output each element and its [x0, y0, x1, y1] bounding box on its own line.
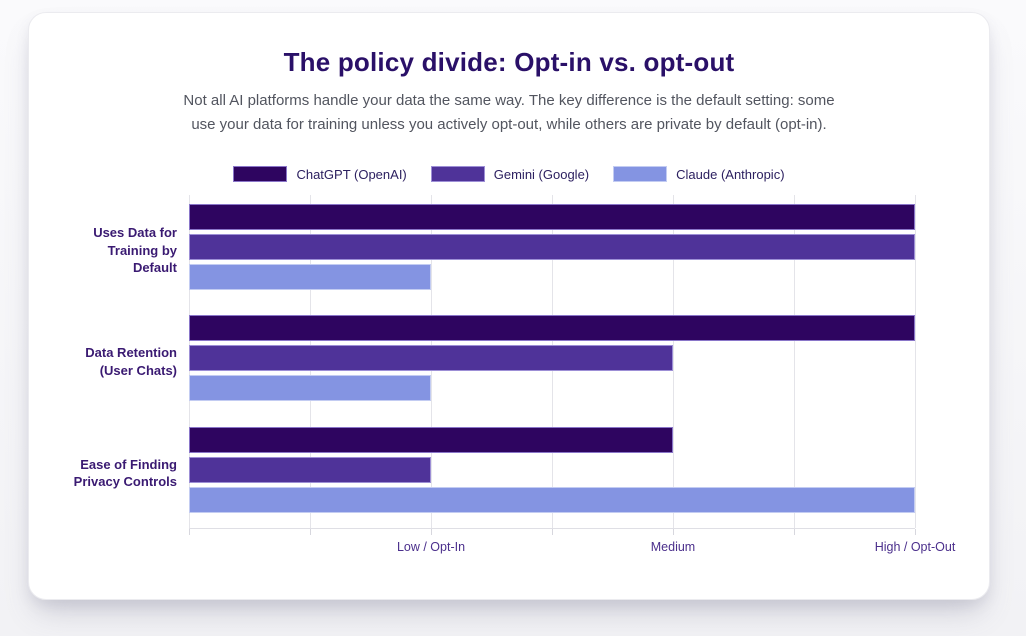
x-axis-tick	[793, 529, 795, 535]
legend-item-3[interactable]: Claude (Anthropic)	[613, 166, 785, 182]
x-axis-tick	[551, 529, 553, 535]
bar-group	[189, 418, 915, 529]
plot-area	[188, 195, 916, 529]
bar	[189, 315, 915, 342]
x-axis-label: High / Opt-Out	[874, 540, 956, 554]
category-label: Uses Data for Training by Default	[93, 225, 177, 276]
chart-subtitle-line-1: Not all AI platforms handle your data th…	[183, 92, 835, 109]
legend-item-1[interactable]: ChatGPT (OpenAI)	[233, 166, 407, 182]
legend-item-label: Claude (Anthropic)	[676, 166, 785, 182]
category-label: Ease of Finding Privacy Controls	[73, 456, 177, 490]
bar-group	[189, 195, 915, 306]
chart-plot-region: Uses Data for Training by Default Data Re…	[29, 195, 989, 529]
category-label: Data Retention (User Chats)	[85, 345, 177, 378]
chart-card: The policy divide: Opt-in vs. opt-out No…	[28, 12, 990, 600]
chart-title: The policy divide: Opt-in vs. opt-out	[283, 47, 735, 77]
chart-subtitle: Not all AI platforms handle your data th…	[29, 89, 989, 137]
bar	[189, 486, 915, 513]
x-axis-label: Low / Opt-In	[396, 540, 466, 554]
legend-item-2[interactable]: Gemini (Google)	[430, 166, 590, 182]
bar	[189, 204, 915, 230]
x-axis: Low / Opt-In Medium High / Opt-Out	[188, 529, 955, 563]
gridline	[793, 195, 795, 528]
legend-item-label: ChatGPT (OpenAI)	[296, 166, 407, 182]
bar-group	[189, 306, 915, 417]
chart: Uses Data for Training by Default Data Re…	[29, 195, 989, 563]
bar	[189, 264, 431, 290]
bar	[189, 456, 431, 483]
bar	[189, 345, 673, 372]
bar	[189, 375, 431, 402]
chart-subtitle-line-2: use your data for training unless you ac…	[191, 116, 827, 133]
gridline	[914, 195, 916, 528]
x-axis-tick	[914, 529, 916, 535]
bar	[189, 426, 673, 453]
bar-groups	[189, 195, 915, 529]
x-axis-label: Medium	[650, 540, 696, 554]
chart-legend: ChatGPT (OpenAI) Gemini (Google) Claude (A…	[29, 166, 989, 182]
x-axis-tick	[430, 529, 432, 535]
x-axis-tick	[188, 529, 190, 535]
bar	[189, 234, 915, 260]
x-axis-tick	[309, 529, 311, 535]
legend-swatch-icon	[233, 166, 288, 182]
legend-swatch-icon	[430, 166, 485, 182]
legend-item-label: Gemini (Google)	[493, 166, 590, 182]
x-axis-tick	[672, 529, 674, 535]
legend-swatch-icon	[613, 166, 668, 182]
category-labels-column: Uses Data for Training by Default Data Re…	[29, 195, 189, 529]
gridline	[672, 195, 674, 528]
